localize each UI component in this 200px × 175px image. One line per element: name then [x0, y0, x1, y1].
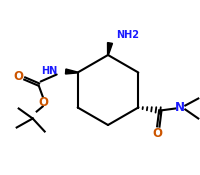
Text: N: N: [175, 101, 185, 114]
Text: O: O: [14, 70, 24, 83]
Text: O: O: [152, 127, 162, 140]
Text: O: O: [39, 96, 49, 109]
Text: HN: HN: [41, 66, 58, 76]
Polygon shape: [65, 69, 78, 74]
Polygon shape: [108, 43, 112, 55]
Text: NH2: NH2: [116, 30, 139, 40]
